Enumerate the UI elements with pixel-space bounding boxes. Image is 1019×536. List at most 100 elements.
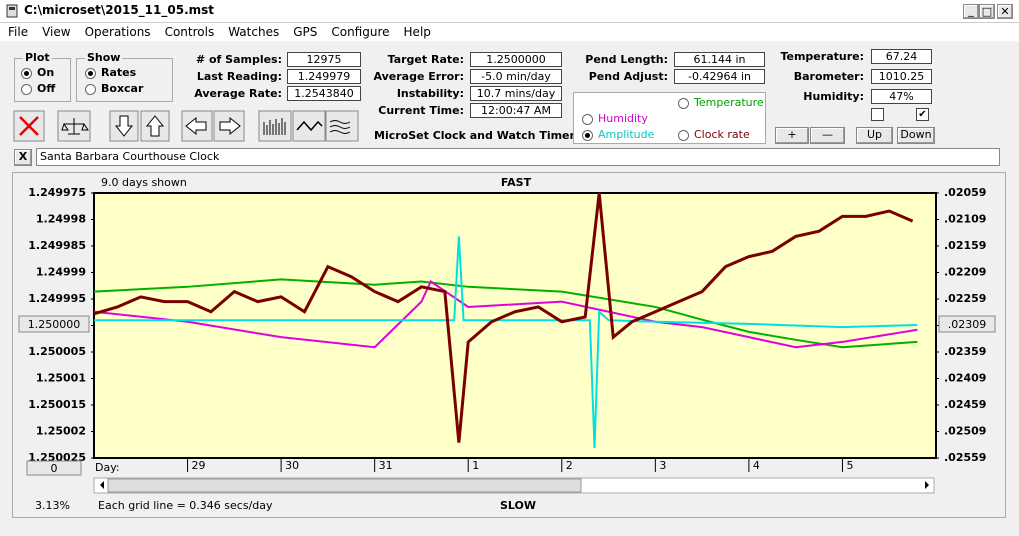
y-tick-label: 1.25001 [36,372,86,385]
maximize-button[interactable]: □ [979,4,995,19]
field-value[interactable]: 1010.25 [871,69,932,84]
menu-item[interactable]: GPS [293,25,318,39]
option-label: Humidity [598,112,648,125]
radio-option[interactable]: Boxcar [85,82,143,95]
field-value[interactable]: 12:00:47 AM [470,103,562,118]
radio-option[interactable]: Temperature [678,96,764,109]
down-button[interactable] [109,110,139,142]
field-label: Average Error: [373,70,464,83]
option-label: Temperature [694,96,764,109]
menu-item[interactable]: Operations [84,25,151,39]
button[interactable]: Up [856,127,893,144]
delete-button[interactable] [13,110,45,142]
y-tick-label: 1.250015 [28,398,86,411]
plot-group: Plot On Off [14,51,71,102]
radio-option[interactable]: Off [21,82,55,95]
y2-tick-label: .02459 [944,398,986,411]
x-tick-label: 3 [659,459,666,472]
close-clock-button[interactable]: X [14,149,32,166]
field-label: Average Rate: [194,87,282,100]
y-tick-label: 1.24999 [36,266,86,279]
bottom-label: SLOW [500,499,536,512]
up-button[interactable] [140,110,170,142]
field-label: Humidity: [803,90,864,103]
y-tick-label: 1.249985 [28,239,86,252]
menu-item[interactable]: Watches [228,25,280,39]
days-shown: 9.0 days shown [101,176,187,189]
field-value[interactable]: -0.42964 in [674,69,765,84]
clock-name[interactable]: Santa Barbara Courthouse Clock [36,148,1000,166]
chart: 1.249975 1.24998 1.249985 1.24999 1.249995 1.… [12,172,1006,518]
field-label: Pend Adjust: [588,70,668,83]
toolbar [13,110,359,142]
y2-tick-label: .02409 [944,372,986,385]
x-tick-label: 2 [566,459,573,472]
scale-button[interactable] [57,110,91,142]
menu-item[interactable]: Configure [331,25,390,39]
x-tick-label: 30 [285,459,299,472]
menu-item[interactable]: Controls [164,25,215,39]
field-label: Barometer: [793,70,864,83]
field-value[interactable]: 1.2543840 [287,86,361,101]
smooth-button[interactable] [325,110,359,142]
field-value[interactable]: 10.7 mins/day [470,86,562,101]
option-label: Clock rate [694,128,750,141]
group-title: Plot [23,51,52,64]
close-window-button[interactable]: ✕ [997,4,1013,19]
minimize-button[interactable]: _ [963,4,979,19]
field-value[interactable]: 61.144 in [674,52,765,67]
radio-option[interactable]: On [21,66,54,79]
button[interactable]: Down [897,127,935,144]
offset-button-label: 0 [51,462,58,475]
button[interactable]: + [775,127,809,144]
app-label: MicroSet Clock and Watch Timer [374,129,575,142]
y-tick-label: 1.250005 [28,345,86,358]
field-value[interactable]: -5.0 min/day [470,69,562,84]
field-value[interactable]: 1.2500000 [470,52,562,67]
y2-tick-label: .02559 [944,451,986,464]
offset-button[interactable] [26,460,82,476]
left-button[interactable] [181,110,213,142]
series-line [93,278,918,349]
menu-item[interactable]: View [42,25,71,39]
bars-button[interactable] [258,110,292,142]
menu-item[interactable]: Help [403,25,431,39]
series-line [93,192,914,443]
field-value[interactable]: 12975 [287,52,361,67]
right-button[interactable] [213,110,245,142]
radio-option[interactable]: Amplitude [582,128,654,141]
option-label: Amplitude [598,128,655,141]
y2-tick-label: .02159 [944,239,986,252]
display-options: Temperature Humidity Amplitude Clock rat… [573,92,766,144]
menu-item[interactable]: File [8,25,29,39]
checkbox[interactable]: ✔ [916,108,929,121]
show-group: Show Rates Boxcar [76,51,173,102]
y2-tick-label: .02509 [944,425,986,438]
radio-option[interactable]: Rates [85,66,136,79]
menu-bar: File View Operations Controls Watches GPS Conf… [0,23,1019,41]
x-tick-label: 4 [753,459,760,472]
field-value[interactable]: 47% [871,89,932,104]
radio-option[interactable]: Clock rate [678,128,750,141]
y2-tick-label: .02059 [944,186,986,199]
option-label: On [37,66,55,79]
right-button[interactable] [938,315,996,333]
field-value[interactable]: 1.249979 [287,69,361,84]
option-label: Boxcar [101,82,144,95]
x-tick-label: 29 [192,459,206,472]
checkbox[interactable] [871,108,884,121]
y-tick-label: 1.24998 [36,213,86,226]
x-axis-label: Day: [95,461,120,474]
wave-button[interactable] [292,110,326,142]
center-button-label: 1.250000 [28,318,81,331]
title-bar: C:\microset\2015_11_05.mst _ □ ✕ [0,0,1019,23]
field-value[interactable]: 67.24 [871,49,932,64]
button[interactable]: — [810,127,845,144]
field-label: Target Rate: [387,53,464,66]
radio-option[interactable]: Humidity [582,112,648,125]
series-line [93,280,918,349]
scrollbar-thumb[interactable] [107,478,582,493]
zoom-level: 3.13% [35,499,70,512]
center-button[interactable] [18,315,90,333]
